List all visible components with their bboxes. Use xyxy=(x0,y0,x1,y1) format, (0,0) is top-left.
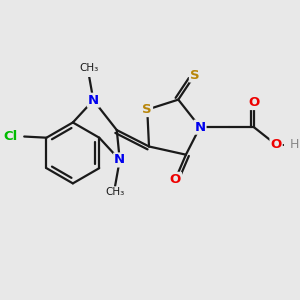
Text: N: N xyxy=(88,94,99,107)
Text: N: N xyxy=(114,154,125,166)
Text: O: O xyxy=(271,138,282,151)
Text: O: O xyxy=(248,96,260,109)
Text: CH₃: CH₃ xyxy=(105,187,125,197)
Text: S: S xyxy=(142,103,152,116)
Text: Cl: Cl xyxy=(3,130,17,143)
Text: CH₃: CH₃ xyxy=(79,63,98,73)
Text: O: O xyxy=(170,173,181,186)
Text: H: H xyxy=(290,138,299,151)
Text: S: S xyxy=(190,68,200,82)
Text: N: N xyxy=(194,121,206,134)
